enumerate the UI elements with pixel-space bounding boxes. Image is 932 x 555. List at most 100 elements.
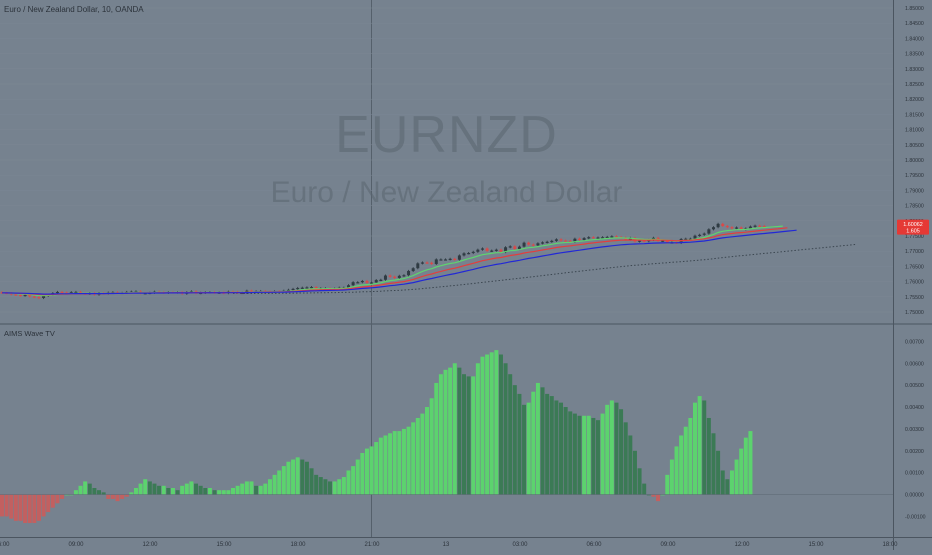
histogram-bar bbox=[36, 494, 41, 521]
candle-up bbox=[688, 238, 692, 240]
histogram-bar bbox=[55, 494, 60, 504]
histogram-bar bbox=[725, 479, 730, 495]
candle-down bbox=[513, 246, 517, 250]
time-axis-tick-label: 15:00 bbox=[808, 542, 824, 548]
histogram-bar bbox=[9, 494, 14, 519]
candle-down bbox=[28, 294, 32, 297]
histogram-bar bbox=[660, 494, 665, 496]
price-axis-tick-label: 1.79000 bbox=[905, 188, 924, 194]
histogram-bar bbox=[369, 446, 374, 495]
candle-down bbox=[14, 294, 18, 296]
indicator-axis-tick-label: 0.00000 bbox=[905, 493, 924, 499]
histogram-bar bbox=[623, 422, 628, 495]
histogram-bar bbox=[734, 459, 739, 495]
histogram-bar bbox=[133, 487, 138, 495]
histogram-bar bbox=[18, 494, 23, 521]
candle-down bbox=[665, 240, 669, 243]
histogram-bar bbox=[554, 400, 559, 495]
time-axis-tick-label: 18:00 bbox=[290, 542, 306, 548]
candle-up bbox=[379, 279, 383, 281]
histogram-bar bbox=[328, 481, 333, 495]
histogram-bar bbox=[170, 487, 175, 495]
histogram-bar bbox=[674, 446, 679, 495]
last-price-badge bbox=[897, 219, 929, 235]
indicator-axis-tick-label: 0.00700 bbox=[905, 339, 924, 345]
candle-down bbox=[393, 276, 397, 278]
histogram-bar bbox=[591, 417, 596, 495]
histogram-bar bbox=[124, 494, 129, 497]
candle-up bbox=[407, 270, 411, 276]
histogram-bar bbox=[166, 487, 171, 495]
price-axis-tick-label: 1.81500 bbox=[905, 112, 924, 118]
candle-down bbox=[60, 291, 64, 294]
histogram-bar bbox=[563, 407, 568, 495]
histogram-bar bbox=[425, 407, 430, 495]
candle-up bbox=[582, 238, 586, 240]
histogram-bar bbox=[41, 494, 46, 517]
histogram-bar bbox=[462, 374, 466, 495]
histogram-bar bbox=[318, 477, 323, 495]
histogram-bar bbox=[586, 415, 591, 495]
histogram-bar bbox=[512, 385, 517, 495]
histogram-bar bbox=[568, 411, 573, 495]
histogram-bar bbox=[443, 369, 448, 495]
candle-up bbox=[23, 294, 27, 297]
histogram-bar bbox=[207, 487, 212, 495]
candle-up bbox=[494, 249, 498, 251]
price-axis-tick-label: 1.84000 bbox=[905, 36, 924, 42]
histogram-bar bbox=[632, 450, 637, 495]
histogram-bar bbox=[249, 481, 254, 495]
candle-up bbox=[605, 236, 609, 239]
candle-up bbox=[541, 242, 545, 244]
candle-up bbox=[291, 288, 295, 291]
histogram-bar bbox=[656, 494, 661, 502]
candle-down bbox=[614, 236, 618, 238]
candle-up bbox=[416, 263, 420, 269]
histogram-bar bbox=[351, 466, 356, 495]
indicator-axis-tick-label: 0.00300 bbox=[905, 427, 924, 433]
histogram-bar bbox=[147, 481, 152, 495]
histogram-bar bbox=[697, 396, 702, 495]
candle-up bbox=[300, 287, 304, 289]
histogram-bar bbox=[203, 487, 208, 495]
candle-up bbox=[434, 259, 438, 264]
histogram-bar bbox=[69, 494, 74, 496]
histogram-bar bbox=[720, 470, 725, 495]
histogram-bar bbox=[438, 374, 443, 495]
chart-title: Euro / New Zealand Dollar, 10, OANDA bbox=[4, 5, 144, 14]
histogram-bar bbox=[13, 494, 18, 521]
candle-up bbox=[402, 275, 406, 277]
price-axis-tick-label: 1.81000 bbox=[905, 128, 924, 134]
histogram-bar bbox=[605, 404, 610, 495]
candle-up bbox=[296, 287, 300, 290]
histogram-bar bbox=[272, 474, 277, 495]
candle-down bbox=[762, 225, 766, 228]
candle-up bbox=[508, 246, 512, 248]
histogram-bar bbox=[4, 494, 9, 517]
candle-up bbox=[698, 234, 702, 236]
histogram-bar bbox=[92, 487, 97, 495]
candle-up bbox=[707, 229, 711, 234]
candle-up bbox=[596, 237, 600, 239]
histogram-bar bbox=[448, 367, 453, 495]
candle-up bbox=[711, 227, 715, 230]
histogram-bar bbox=[143, 479, 148, 495]
candle-up bbox=[462, 253, 466, 256]
candle-up bbox=[628, 237, 632, 240]
candle-up bbox=[305, 287, 309, 289]
histogram-bar bbox=[498, 354, 503, 495]
histogram-bar bbox=[531, 391, 536, 495]
histogram-bar bbox=[235, 485, 240, 495]
time-axis-tick-label: 13 bbox=[443, 542, 450, 548]
price-axis-tick-label: 1.75500 bbox=[905, 295, 924, 301]
candle-up bbox=[370, 282, 374, 284]
candle-down bbox=[725, 225, 729, 228]
candle-up bbox=[748, 226, 752, 229]
price-axis-tick-label: 1.84500 bbox=[905, 21, 924, 27]
histogram-bar bbox=[466, 376, 471, 495]
candle-up bbox=[55, 291, 59, 294]
histogram-bar bbox=[485, 354, 490, 495]
candle-down bbox=[758, 225, 762, 227]
last-price-label: 1.60062 bbox=[903, 222, 923, 228]
histogram-bar bbox=[406, 426, 411, 495]
